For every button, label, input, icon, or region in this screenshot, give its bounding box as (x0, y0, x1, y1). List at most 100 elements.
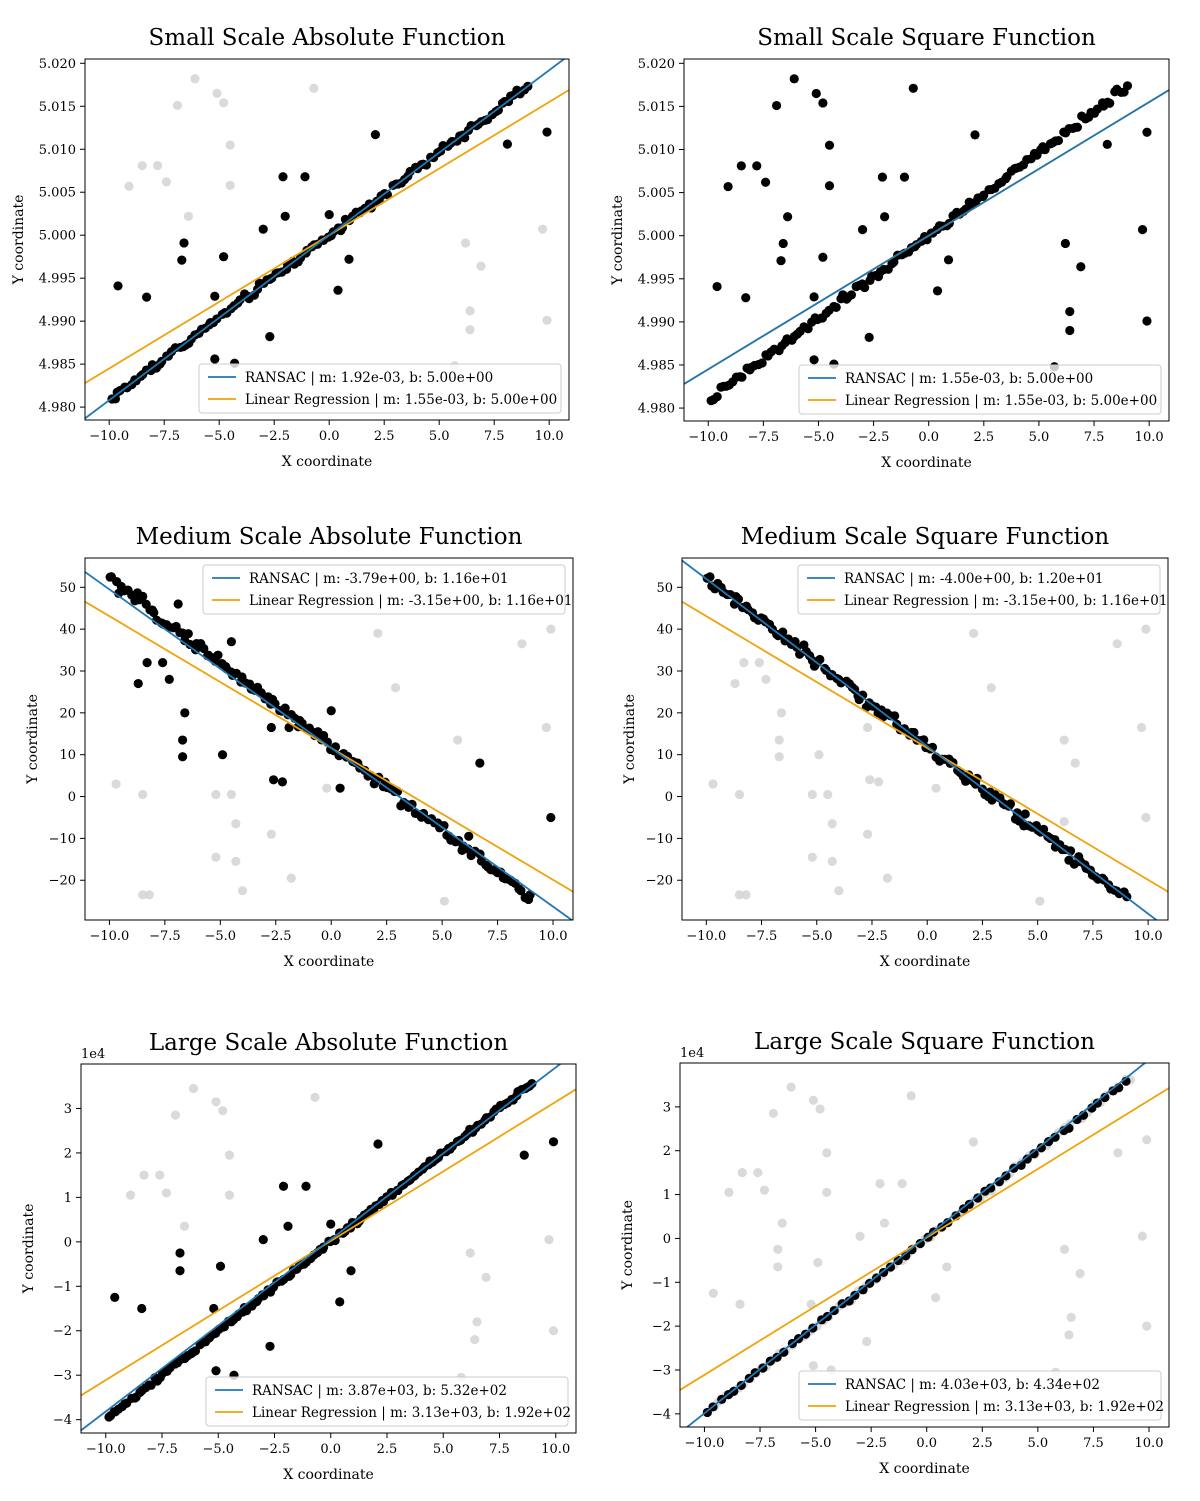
inlier-point (475, 758, 485, 768)
outlier-point (897, 1179, 907, 1189)
outlier-point (822, 1187, 832, 1197)
inlier-point (815, 654, 825, 665)
ransac-line (81, 1064, 562, 1432)
outlier-point (542, 315, 552, 325)
x-tick-label: −10.0 (685, 1436, 725, 1451)
inlier-point (880, 212, 890, 222)
outlier-point (1141, 624, 1151, 634)
inlier-point (199, 643, 209, 654)
outlier-point (753, 1168, 763, 1178)
inlier-point (177, 255, 187, 265)
outlier-point (1137, 1231, 1147, 1241)
ransac-line (682, 559, 1158, 920)
plot-area (85, 571, 573, 920)
y-tick-label: 1 (64, 1191, 72, 1206)
y-tick-label: 4.985 (638, 358, 675, 373)
x-axis: −10.0 −7.5 −5.0 −2.5 0.0 2.5 5.0 7.5 10.0 (86, 1433, 570, 1457)
y-tick-label: 40 (656, 623, 673, 638)
chart-title: Medium Scale Square Function (741, 524, 1110, 550)
outlier-point (472, 1317, 482, 1327)
inlier-point (932, 286, 943, 296)
inlier-point (493, 105, 503, 115)
inlier-point (265, 1341, 275, 1351)
inlier-point (778, 238, 788, 249)
inlier-point (1053, 135, 1064, 146)
chart-panel-2: Small Scale Square Function −10.0 −7.5 −5.0… (610, 25, 1170, 471)
inlier-point (776, 256, 786, 266)
x-axis: −10.0 −7.5 −5.0 −2.5 0.0 2.5 5.0 7.5 10.0 (89, 420, 564, 444)
y-tick-label: 10 (656, 748, 673, 763)
inlier-points (706, 74, 1152, 406)
x-axis-label: X coordinate (283, 1467, 374, 1483)
inlier-point (283, 1221, 293, 1231)
y-tick-label: 0 (64, 1235, 72, 1250)
inlier-point (1137, 225, 1148, 235)
outlier-point (968, 1137, 979, 1147)
outlier-point (144, 890, 154, 900)
outlier-point (1141, 812, 1151, 823)
outlier-point (517, 639, 527, 649)
x-tick-label: 10.0 (1134, 929, 1163, 944)
inlier-point (1039, 824, 1049, 834)
x-tick-label: 10.0 (535, 429, 564, 444)
axes-frame (679, 1062, 1170, 1428)
chart-title: Small Scale Square Function (757, 25, 1096, 51)
outlier-point (172, 100, 182, 111)
inlier-point (818, 252, 828, 262)
y-tick-label: 4.995 (39, 272, 76, 287)
outlier-point (546, 624, 556, 634)
y-tick-label: 40 (59, 623, 76, 638)
outlier-point (773, 1244, 783, 1254)
outlier-point (882, 873, 893, 883)
outlier-point (759, 1185, 770, 1195)
outlier-point (862, 722, 873, 733)
inlier-point (516, 886, 526, 896)
x-axis: −10.0 −7.5 −5.0 −2.5 0.0 2.5 5.0 7.5 10.0 (686, 920, 1163, 944)
outlier-point (761, 674, 771, 684)
inlier-point (326, 1219, 336, 1229)
inlier-point (158, 658, 168, 668)
inlier-point (300, 172, 310, 182)
x-tick-label: −2.5 (258, 429, 290, 444)
outlier-point (138, 789, 148, 800)
y-tick-label: −3 (53, 1369, 72, 1384)
chart-title: Large Scale Square Function (754, 1029, 1095, 1055)
outlier-point (138, 890, 148, 900)
inlier-point (1050, 1132, 1060, 1142)
y-tick-label: −1 (652, 1276, 671, 1291)
plot-area (684, 74, 1169, 406)
outlier-point (822, 1148, 832, 1158)
outlier-point (768, 1108, 778, 1119)
x-tick-label: 0.0 (321, 929, 342, 944)
outlier-points (124, 74, 552, 371)
x-tick-label: 7.5 (1083, 929, 1104, 944)
outlier-point (453, 735, 463, 745)
outlier-point (931, 783, 941, 793)
inlier-point (712, 392, 722, 402)
inlier-point (175, 1248, 185, 1258)
inlier-point (217, 750, 228, 760)
outlier-point (969, 628, 979, 638)
x-tick-label: 0.0 (917, 929, 938, 944)
legend: RANSAC | m: 3.87e+03, b: 5.32e+02 Linear … (205, 1376, 571, 1427)
inlier-point (723, 181, 733, 192)
chart-panel-3: Medium Scale Absolute Function−10.0 −7.5−… (25, 524, 574, 970)
legend: RANSAC | m: -4.00e+00, b: 1.20e+01 Linear… (797, 564, 1167, 615)
inlier-point (421, 160, 432, 170)
inlier-point (1142, 316, 1152, 326)
legend-entry: Linear Regression | m: 1.55e-03, b: 5.00… (245, 392, 557, 408)
outlier-point (124, 181, 134, 191)
outlier-point (774, 735, 784, 745)
y-tick-label: 5.015 (638, 100, 675, 115)
outlier-point (390, 683, 401, 693)
outlier-point (874, 777, 884, 787)
outlier-point (862, 1336, 872, 1347)
inlier-point (173, 599, 183, 609)
axes-frame (84, 58, 570, 421)
outlier-points (111, 624, 556, 906)
inlier-point (1092, 1098, 1102, 1108)
x-tick-label: −10.0 (86, 1442, 126, 1457)
inlier-point (326, 706, 336, 716)
inlier-point (858, 1285, 868, 1295)
outlier-point (834, 886, 844, 896)
